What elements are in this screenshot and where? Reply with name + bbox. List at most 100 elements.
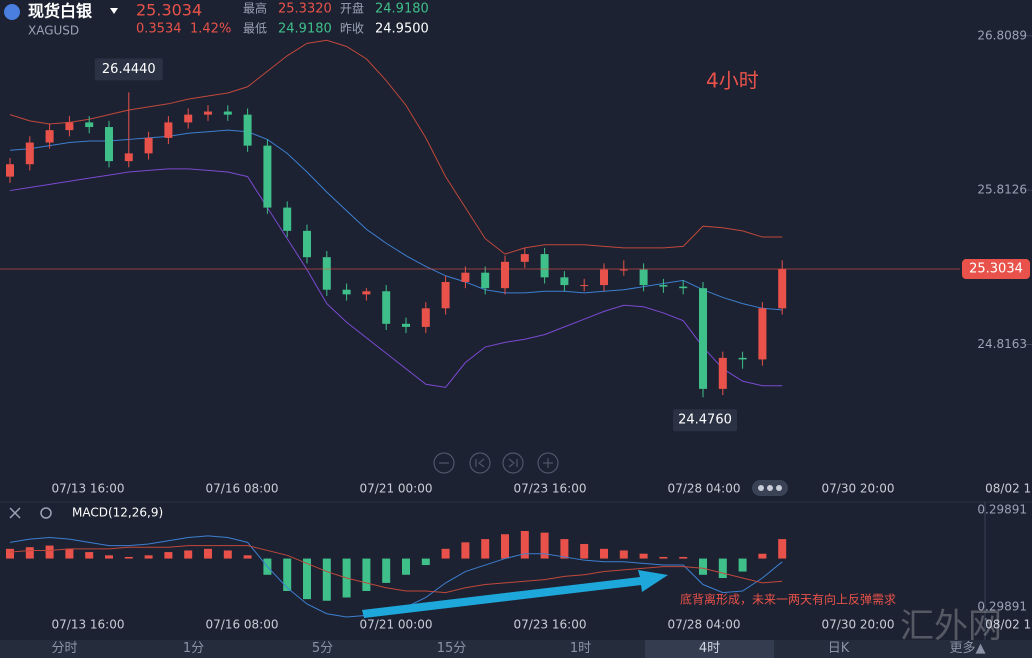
close-icon[interactable] (9, 507, 21, 519)
candle-body (402, 323, 410, 327)
candle-body (580, 285, 589, 287)
candle-body (382, 291, 391, 324)
candle-body (322, 257, 331, 290)
macd-bar (520, 530, 529, 559)
macd-bar (461, 542, 470, 559)
macd-bar (639, 553, 648, 559)
candle-body (461, 272, 470, 282)
x-tick-label: 07/28 04:00 (668, 618, 741, 632)
macd-bar (421, 558, 430, 566)
period-tab[interactable]: 5分 (311, 641, 334, 656)
bollinger-upper (9, 39, 783, 255)
dropdown-icon[interactable] (110, 8, 118, 14)
symbol-name[interactable]: 现货白银 (28, 2, 93, 21)
percent: 1.42% (190, 22, 231, 37)
candle-body (65, 122, 74, 131)
macd-bar (441, 548, 450, 559)
macd-bar (6, 548, 14, 559)
macd-bar (600, 548, 608, 559)
macd-bar (619, 550, 628, 559)
change: 0.3534 (136, 22, 182, 37)
candle-body (699, 288, 707, 389)
stat-label: 昨收 (340, 22, 364, 36)
min-label: 24.4760 (678, 413, 732, 428)
y-tick-label: 25.8126 (977, 183, 1027, 197)
macd-bar (65, 548, 74, 559)
candle-body (600, 269, 608, 286)
period-tab[interactable]: 15分 (436, 641, 467, 656)
period-tab[interactable]: 1时 (569, 641, 592, 656)
macd-bar (303, 558, 311, 600)
candle-body (283, 207, 292, 231)
y-tick-label: 24.8163 (977, 337, 1027, 351)
macd-bar (659, 556, 668, 559)
macd-bar (124, 556, 133, 559)
macd-bar (501, 534, 509, 559)
candle-body (105, 127, 113, 162)
macd-bar (223, 550, 232, 559)
candle-body (540, 254, 549, 278)
candle-body (520, 254, 529, 262)
macd-bar (45, 545, 54, 559)
candle-body (124, 153, 133, 162)
candle-body (144, 137, 153, 154)
symbol-icon (4, 4, 20, 20)
y-tick-label: 0.29891 (977, 600, 1027, 614)
candle-body (481, 272, 490, 289)
price: 25.3034 (136, 1, 202, 20)
max-label: 26.4440 (102, 62, 156, 77)
candle-body (164, 122, 173, 138)
macd-bar (362, 558, 371, 592)
macd-bar (204, 548, 212, 559)
x-tick-label: 08/02 12 (985, 618, 1032, 632)
stat-value: 24.9180 (375, 2, 429, 17)
x-tick-label: 07/23 16:00 (514, 618, 587, 632)
macd-bar (540, 532, 549, 559)
candle-body (758, 308, 767, 360)
macd-bar (184, 550, 193, 559)
x-tick-label: 07/28 04:00 (668, 482, 741, 496)
candle-body (639, 269, 648, 286)
candle-body (778, 269, 787, 309)
x-tick-label: 07/30 20:00 (822, 618, 895, 632)
macd-bar (718, 558, 727, 579)
macd-bar (243, 555, 252, 559)
candle-body (362, 291, 371, 295)
candle-body (223, 111, 232, 115)
macd-bar (25, 547, 34, 559)
macd-bar (105, 555, 113, 559)
stat-value: 24.9180 (278, 22, 332, 37)
period-tab[interactable]: 日K (827, 641, 850, 656)
macd-bar (85, 552, 94, 559)
settings-icon[interactable] (40, 507, 52, 519)
candle-body (243, 114, 252, 146)
last-price-tag-bg (962, 259, 1030, 280)
stat-value: 25.3320 (278, 2, 332, 17)
candle-body (560, 277, 569, 286)
macd-bar (322, 558, 331, 601)
macd-bar (164, 552, 173, 559)
macd-bar (560, 539, 569, 559)
period-tab[interactable]: 1分 (182, 641, 205, 656)
macd-bar (778, 539, 787, 559)
candle-body (718, 357, 727, 389)
nav-buttons[interactable] (433, 452, 559, 474)
macd-bar (382, 558, 391, 583)
candle-body (738, 357, 747, 360)
background (0, 0, 1032, 640)
x-tick-label: 07/13 16:00 (52, 618, 125, 632)
period-tab[interactable]: 分时 (51, 641, 78, 656)
bollinger-middle (9, 129, 783, 311)
period-tab[interactable]: 更多▲ (949, 641, 986, 656)
candle-body (25, 142, 34, 165)
candle-body (6, 164, 14, 177)
period-tab[interactable]: 4时 (645, 640, 774, 658)
macd-bar (144, 555, 153, 559)
x-tick-label: 08/02 12 (985, 482, 1032, 496)
candle-body (263, 145, 272, 208)
stat-label: 开盘 (340, 1, 364, 16)
candle-body (342, 289, 351, 295)
max-label-bg (94, 58, 163, 81)
watermark: 汇外网 (900, 607, 1002, 641)
